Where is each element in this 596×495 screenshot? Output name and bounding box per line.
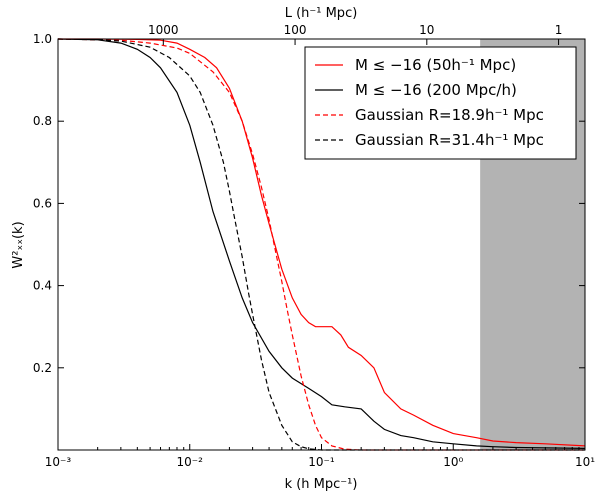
y-axis-label: W²ₓₓ(k) bbox=[11, 221, 26, 268]
series-line-4 bbox=[57, 38, 585, 451]
top-tick-label: 1000 bbox=[148, 23, 179, 37]
series-line-3 bbox=[57, 38, 585, 451]
x-tick-label: 10⁻² bbox=[177, 455, 204, 469]
top-tick-label: 10 bbox=[419, 23, 434, 37]
series-layer bbox=[57, 38, 586, 451]
legend: M ≤ −16 (50h⁻¹ Mpc) M ≤ −16 (200 Mpc/h) Ga… bbox=[304, 46, 577, 160]
legend-box bbox=[304, 46, 577, 160]
legend-label: M ≤ −16 (50h⁻¹ Mpc) bbox=[355, 56, 516, 74]
x-tick-label: 10⁻³ bbox=[45, 455, 72, 469]
x-axis-label: k (h Mpc⁻¹) bbox=[285, 477, 358, 492]
legend-label: M ≤ −16 (200 Mpc/h) bbox=[355, 81, 517, 99]
series-line-1 bbox=[58, 38, 586, 447]
y-tick-label: 0.2 bbox=[33, 361, 52, 375]
x-tick-label: 10¹ bbox=[575, 455, 595, 469]
legend-label: Gaussian R=18.9h⁻¹ Mpc bbox=[355, 106, 544, 124]
y-tick-label: 1.0 bbox=[33, 32, 52, 46]
y-tick-label: 0.4 bbox=[33, 279, 52, 293]
series-line-2 bbox=[57, 38, 586, 449]
x-tick-label: 10⁰ bbox=[443, 455, 463, 469]
y-tick-label: 0.6 bbox=[33, 196, 52, 210]
top-axis-label: L (h⁻¹ Mpc) bbox=[285, 6, 358, 21]
x-tick-label: 10⁻¹ bbox=[308, 455, 335, 469]
top-tick-label: 100 bbox=[284, 23, 307, 37]
top-tick-label: 1 bbox=[555, 23, 563, 37]
tick-layer: 10⁻³ 10⁻² 10⁻¹ 10⁰ 10¹ 0.2 0.4 0.6 0.8 1.0 1000 100… bbox=[33, 23, 595, 469]
y-tick-label: 0.8 bbox=[33, 114, 52, 128]
legend-label: Gaussian R=31.4h⁻¹ Mpc bbox=[355, 131, 544, 149]
